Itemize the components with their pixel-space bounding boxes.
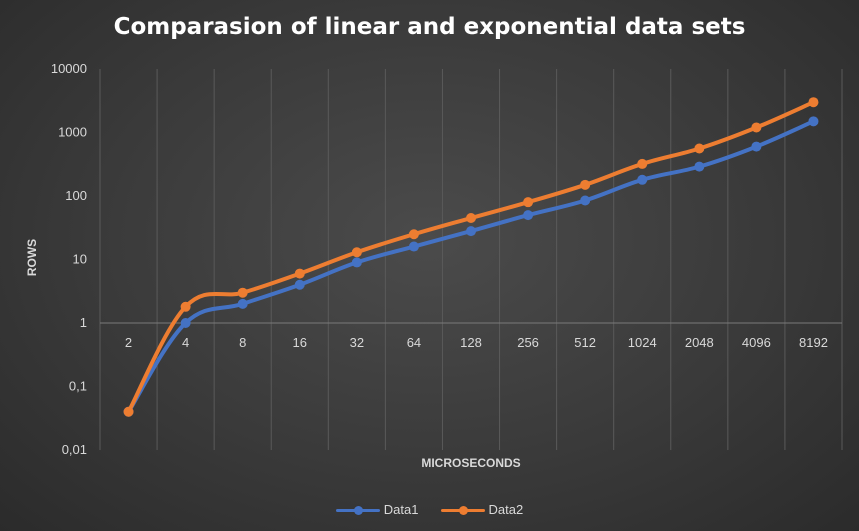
x-tick-label: 8192 [799,335,828,350]
legend-label: Data2 [488,502,524,517]
legend-swatch [440,503,485,517]
legend: Data1 Data2 [0,502,859,517]
x-tick-label: 128 [460,335,482,350]
x-tick-label: 4096 [742,335,771,350]
y-tick-label: 1 [80,315,87,330]
data-point-data2 [523,197,534,208]
x-tick-label: 4 [182,335,189,350]
data-point-data2 [408,229,419,240]
data-point-data1 [808,116,819,127]
legend-label: Data1 [383,502,419,517]
y-tick-label: 0,01 [62,442,87,457]
data-point-data1 [523,210,534,221]
x-tick-label: 2 [125,335,132,350]
data-point-data1 [466,226,476,237]
data-point-data2 [180,301,191,312]
data-point-data2 [351,247,362,258]
y-tick-label: 10 [73,252,87,267]
data-point-data1 [351,257,362,268]
data-point-data1 [408,241,419,252]
data-point-data2 [580,179,591,190]
series-line-data2 [126,100,816,414]
data-point-data2 [751,122,762,133]
x-tick-label: 16 [293,335,307,350]
y-tick-label: 100 [65,188,87,203]
x-tick-label: 256 [517,335,539,350]
legend-item-data2: Data2 [440,502,524,517]
y-tick-label: 1000 [58,125,87,140]
data-point-data1 [294,279,305,290]
data-point-data2 [123,406,134,417]
legend-item-data1: Data1 [335,502,419,517]
x-tick-label: 1024 [628,335,657,350]
data-point-data2 [294,268,305,279]
x-axis-title: MICROSECONDS [421,456,520,470]
y-axis-title: ROWS [25,239,39,276]
chart-title: Comparasion of linear and exponential da… [113,14,746,40]
data-point-data2 [808,97,819,108]
data-point-data1 [694,161,705,172]
legend-swatch [335,503,380,517]
x-tick-label: 8 [239,335,246,350]
data-point-data2 [637,158,648,169]
y-tick-label: 0,1 [69,379,87,394]
data-point-data2 [694,143,705,154]
x-tick-label: 64 [407,335,421,350]
data-point-data1 [180,318,191,328]
y-tick-label: 10000 [51,61,87,76]
data-point-data2 [237,287,248,298]
series-line-data1 [126,119,816,414]
data-point-data1 [637,174,648,185]
data-point-data1 [751,141,762,152]
data-point-data2 [466,213,476,224]
data-point-data1 [237,298,248,309]
x-tick-label: 32 [350,335,364,350]
data-point-data1 [580,195,591,206]
x-tick-label: 512 [574,335,596,350]
x-tick-label: 2048 [685,335,714,350]
